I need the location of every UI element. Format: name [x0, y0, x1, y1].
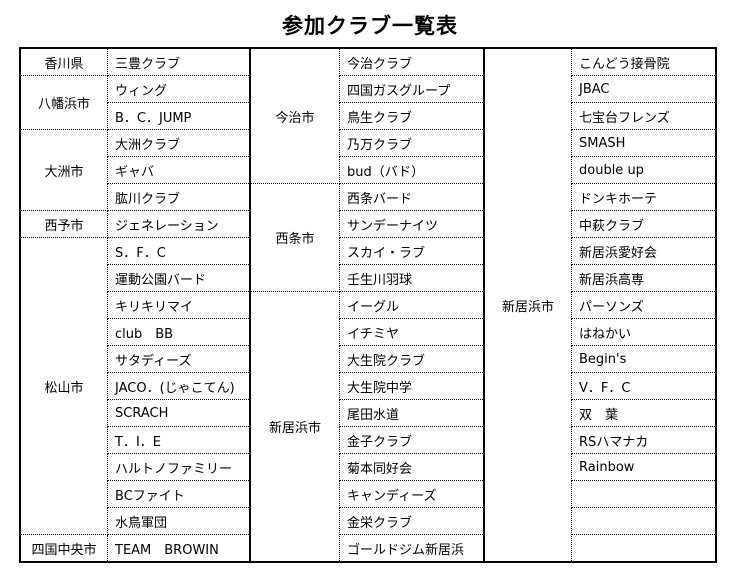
- club-cell: パーソンズ: [571, 291, 716, 319]
- club-cell: JBAC: [571, 75, 716, 103]
- club-cell: ゴールドジム新居浜: [339, 534, 485, 563]
- club-cell: 中萩クラブ: [571, 210, 716, 238]
- table-row: 大洲市 大洲クラブ 乃万クラブ SMASH: [20, 129, 716, 211]
- club-cell: ジェネレーション: [107, 210, 251, 238]
- club-cell: 四国ガスグループ: [339, 75, 485, 103]
- club-cell: Begin's: [571, 345, 716, 373]
- table-row: B．C．JUMP 鳥生クラブ 七宝台フレンズ: [20, 102, 716, 130]
- club-cell: SMASH: [571, 129, 716, 157]
- club-cell: 乃万クラブ: [339, 129, 485, 157]
- club-cell: SCRACH: [107, 399, 251, 427]
- club-cell: 菊本同好会: [339, 453, 485, 481]
- club-cell: 水鳥軍団: [107, 507, 251, 535]
- city-cell: 今治市: [250, 47, 340, 184]
- table-row: club BB イチミヤ はねかい: [20, 318, 716, 346]
- table-row: 四国中央市 TEAM BROWIN ゴールドジム新居浜: [20, 534, 716, 563]
- club-cell: 運動公園バード: [107, 264, 251, 292]
- page-title: 参加クラブ一覧表: [282, 14, 458, 38]
- club-cell: B．C．JUMP: [107, 102, 251, 130]
- table-row: 松山市 S．F．C スカイ・ラブ 新居浜愛好会: [20, 237, 716, 535]
- table-row: 香川県 三豊クラブ 今治市 今治クラブ 新居浜市 こんどう接骨院: [20, 47, 716, 563]
- club-cell: club BB: [107, 318, 251, 346]
- club-cell: キリキリマイ: [107, 291, 251, 319]
- city-cell: 新居浜市: [484, 47, 572, 563]
- club-cell: 尾田水道: [339, 399, 485, 427]
- table-row: 運動公園バード 壬生川羽球 新居浜高専: [20, 264, 716, 292]
- table-row: SCRACH 尾田水道 双 葉: [20, 399, 716, 427]
- city-cell: 四国中央市: [20, 534, 108, 563]
- club-cell: はねかい: [571, 318, 716, 346]
- club-cell: ギャバ: [107, 156, 251, 184]
- table-row: ギャバ bud（バド） double up: [20, 156, 716, 184]
- club-cell: 新居浜高専: [571, 264, 716, 292]
- club-cell: 西条バード: [339, 183, 485, 211]
- club-cell: スカイ・ラブ: [339, 237, 485, 265]
- club-list-table: 香川県 三豊クラブ 今治市 今治クラブ 新居浜市 こんどう接骨院 八幡浜市 ウィング 四国ガスグ…: [19, 47, 717, 563]
- club-cell: 壬生川羽球: [339, 264, 485, 292]
- table-row: JACO．(じゃこてん) 大生院中学 V．F．C: [20, 372, 716, 400]
- city-cell: 大洲市: [20, 129, 108, 211]
- club-cell: 新居浜愛好会: [571, 237, 716, 265]
- club-cell: RSハマナカ: [571, 426, 716, 454]
- club-cell: [571, 534, 716, 563]
- city-cell: 八幡浜市: [20, 75, 108, 130]
- table-row: T．I．E 金子クラブ RSハマナカ: [20, 426, 716, 454]
- club-cell: 大洲クラブ: [107, 129, 251, 157]
- club-cell: BCファイト: [107, 480, 251, 508]
- table-row: 肱川クラブ 西条市 西条バード ドンキホーテ: [20, 183, 716, 292]
- club-cell: TEAM BROWIN: [107, 534, 251, 563]
- club-cell: サンデーナイツ: [339, 210, 485, 238]
- club-cell: イーグル: [339, 291, 485, 319]
- club-cell: 金子クラブ: [339, 426, 485, 454]
- club-cell: 七宝台フレンズ: [571, 102, 716, 130]
- club-cell: double up: [571, 156, 716, 184]
- club-cell: キャンディーズ: [339, 480, 485, 508]
- club-cell: 大生院クラブ: [339, 345, 485, 373]
- table-row: 水鳥軍団 金栄クラブ: [20, 507, 716, 535]
- club-cell: 肱川クラブ: [107, 183, 251, 211]
- table-row: ハルトノファミリー 菊本同好会 Rainbow: [20, 453, 716, 481]
- club-cell: イチミヤ: [339, 318, 485, 346]
- club-cell: ドンキホーテ: [571, 183, 716, 211]
- club-cell: T．I．E: [107, 426, 251, 454]
- club-cell: 金栄クラブ: [339, 507, 485, 535]
- table-row: キリキリマイ 新居浜市 イーグル パーソンズ: [20, 291, 716, 563]
- club-cell: ウィング: [107, 75, 251, 103]
- table-row: 八幡浜市 ウィング 四国ガスグループ JBAC: [20, 75, 716, 130]
- city-cell: 西条市: [250, 183, 340, 292]
- table-row: 西予市 ジェネレーション サンデーナイツ 中萩クラブ: [20, 210, 716, 238]
- club-cell: こんどう接骨院: [571, 47, 716, 76]
- club-cell: [571, 480, 716, 508]
- club-cell: JACO．(じゃこてん): [107, 372, 251, 400]
- club-cell: Rainbow: [571, 453, 716, 481]
- club-cell: V．F．C: [571, 372, 716, 400]
- club-cell: 鳥生クラブ: [339, 102, 485, 130]
- club-cell: 双 葉: [571, 399, 716, 427]
- club-cell: bud（バド）: [339, 156, 485, 184]
- city-cell: 香川県: [20, 47, 108, 76]
- city-cell: 新居浜市: [250, 291, 340, 563]
- club-cell: 三豊クラブ: [107, 47, 251, 76]
- club-cell: ハルトノファミリー: [107, 453, 251, 481]
- club-cell: [571, 507, 716, 535]
- club-cell: 今治クラブ: [339, 47, 485, 76]
- table-row: BCファイト キャンディーズ: [20, 480, 716, 508]
- city-cell: 松山市: [20, 237, 108, 535]
- club-cell: S．F．C: [107, 237, 251, 265]
- club-cell: サタディーズ: [107, 345, 251, 373]
- city-cell: 西予市: [20, 210, 108, 238]
- club-cell: 大生院中学: [339, 372, 485, 400]
- table-row: サタディーズ 大生院クラブ Begin's: [20, 345, 716, 373]
